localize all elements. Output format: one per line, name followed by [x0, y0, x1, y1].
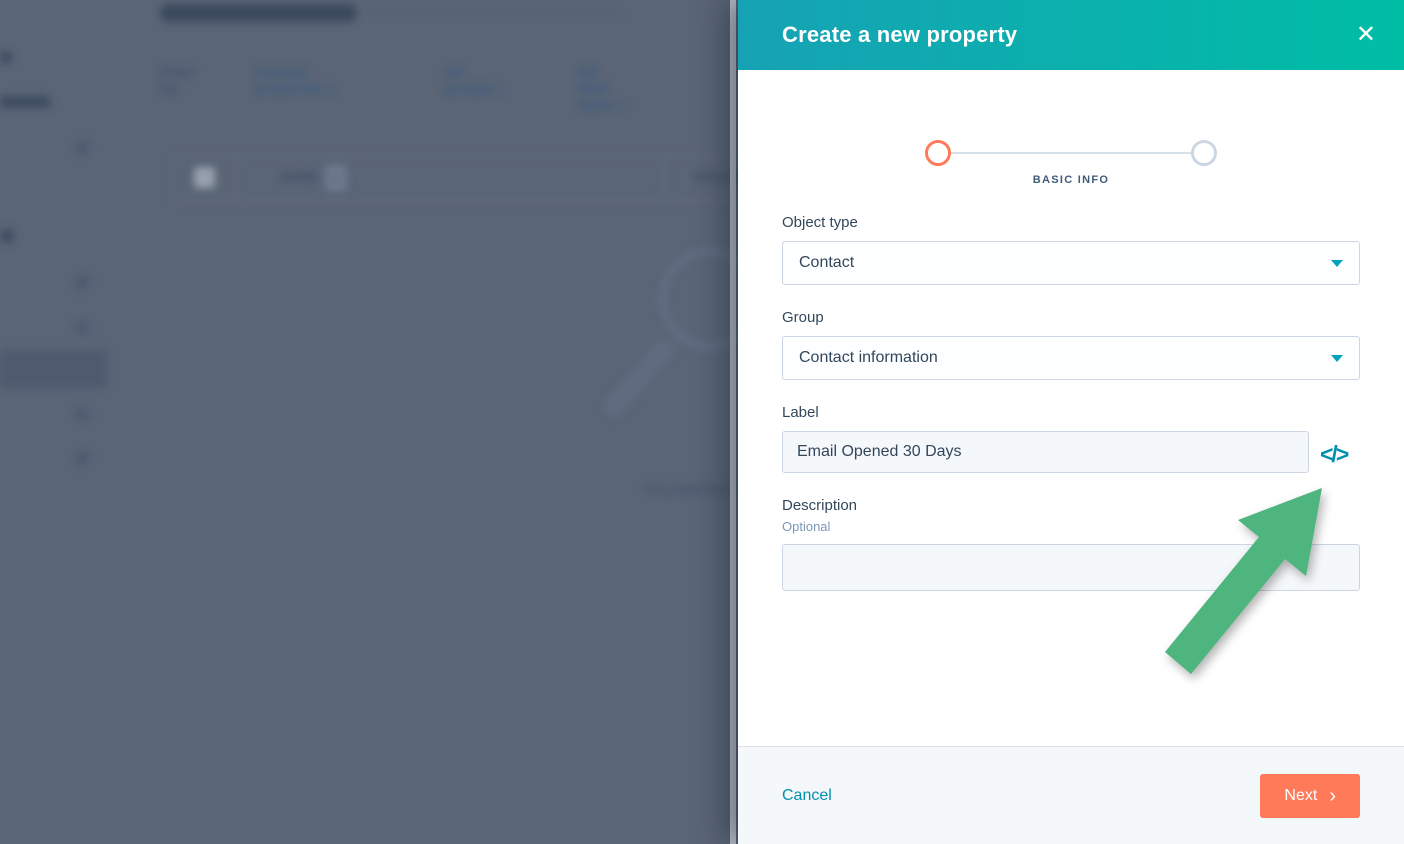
filter-dropdown-field-types[interactable]: All field types ▾ — [578, 64, 627, 112]
sidebar-chevron-icon — [76, 408, 89, 421]
page-title-placeholder — [160, 4, 357, 22]
panel-header: Create a new property ✕ — [738, 0, 1404, 70]
caret-down-icon: ▾ — [620, 100, 627, 112]
wizard-stepper: BASIC INFO — [925, 140, 1217, 186]
panel-title: Create a new property — [782, 22, 1018, 47]
panel-body: BASIC INFO Object type Contact Group Con… — [738, 140, 1404, 596]
step-1-circle-active[interactable] — [925, 140, 951, 166]
label-input[interactable] — [782, 431, 1309, 473]
sidebar-selected-item — [0, 350, 107, 388]
description-field: Description Optional — [782, 497, 1360, 596]
cancel-button[interactable]: Cancel — [782, 786, 832, 804]
group-field: Group Contact information — [782, 309, 1360, 380]
select-all-checkbox[interactable] — [194, 167, 215, 188]
close-icon[interactable]: ✕ — [1355, 21, 1376, 48]
title-underline — [368, 12, 620, 14]
sidebar-item-partial — [0, 52, 12, 63]
step-2-circle[interactable] — [1191, 140, 1217, 166]
code-internal-name-icon[interactable]: </> — [1320, 441, 1349, 467]
create-property-panel: Create a new property ✕ BASIC INFO Objec… — [738, 0, 1404, 844]
object-type-select[interactable]: Contact — [782, 241, 1360, 285]
group-select[interactable]: Contact information — [782, 336, 1360, 380]
sort-ascending-icon[interactable]: ▲ — [325, 165, 347, 191]
object-type-value: Contact — [799, 254, 855, 271]
chevron-right-icon: › — [1329, 784, 1336, 807]
column-header-name[interactable]: NAME — [281, 170, 319, 184]
header-divider — [237, 156, 238, 201]
empty-state-illustration — [598, 334, 680, 422]
sidebar-chevron-icon — [76, 452, 89, 465]
description-textarea[interactable] — [782, 544, 1360, 591]
group-value: Contact information — [799, 349, 938, 366]
filter-dropdown-groups[interactable]: All groups ▾ — [445, 64, 504, 96]
sidebar-item-partial — [0, 96, 50, 108]
caret-down-icon — [1331, 260, 1343, 267]
sidebar-chevron-icon — [76, 276, 89, 289]
description-label: Description — [782, 497, 858, 514]
label-label: Label — [782, 404, 819, 421]
object-type-label: Object type — [782, 214, 858, 231]
caret-down-icon — [1331, 355, 1343, 362]
filter-by-label: Filter by: — [160, 64, 195, 96]
step-label: BASIC INFO — [1032, 174, 1110, 186]
next-button-label: Next — [1284, 786, 1318, 804]
next-button[interactable]: Next › — [1260, 773, 1360, 818]
page-scrollbar[interactable] — [730, 0, 736, 844]
label-field: Label </> — [782, 404, 1360, 473]
sidebar-chevron-icon — [76, 321, 89, 334]
caret-down-icon: ▾ — [498, 84, 504, 96]
stepper-connector-line — [949, 152, 1193, 154]
caret-down-icon: ▾ — [329, 84, 335, 96]
panel-footer: Cancel Next › — [738, 746, 1404, 844]
group-label: Group — [782, 309, 824, 326]
header-divider — [665, 156, 666, 201]
sidebar-chevron-icon — [76, 141, 89, 154]
sidebar-item-partial — [0, 230, 14, 242]
object-type-field: Object type Contact — [782, 214, 1360, 285]
optional-hint: Optional — [782, 519, 831, 534]
filter-dropdown-contact-properties[interactable]: Contact properties ▾ — [255, 64, 335, 96]
empty-state-text: No properties match the current filters — [645, 481, 738, 497]
